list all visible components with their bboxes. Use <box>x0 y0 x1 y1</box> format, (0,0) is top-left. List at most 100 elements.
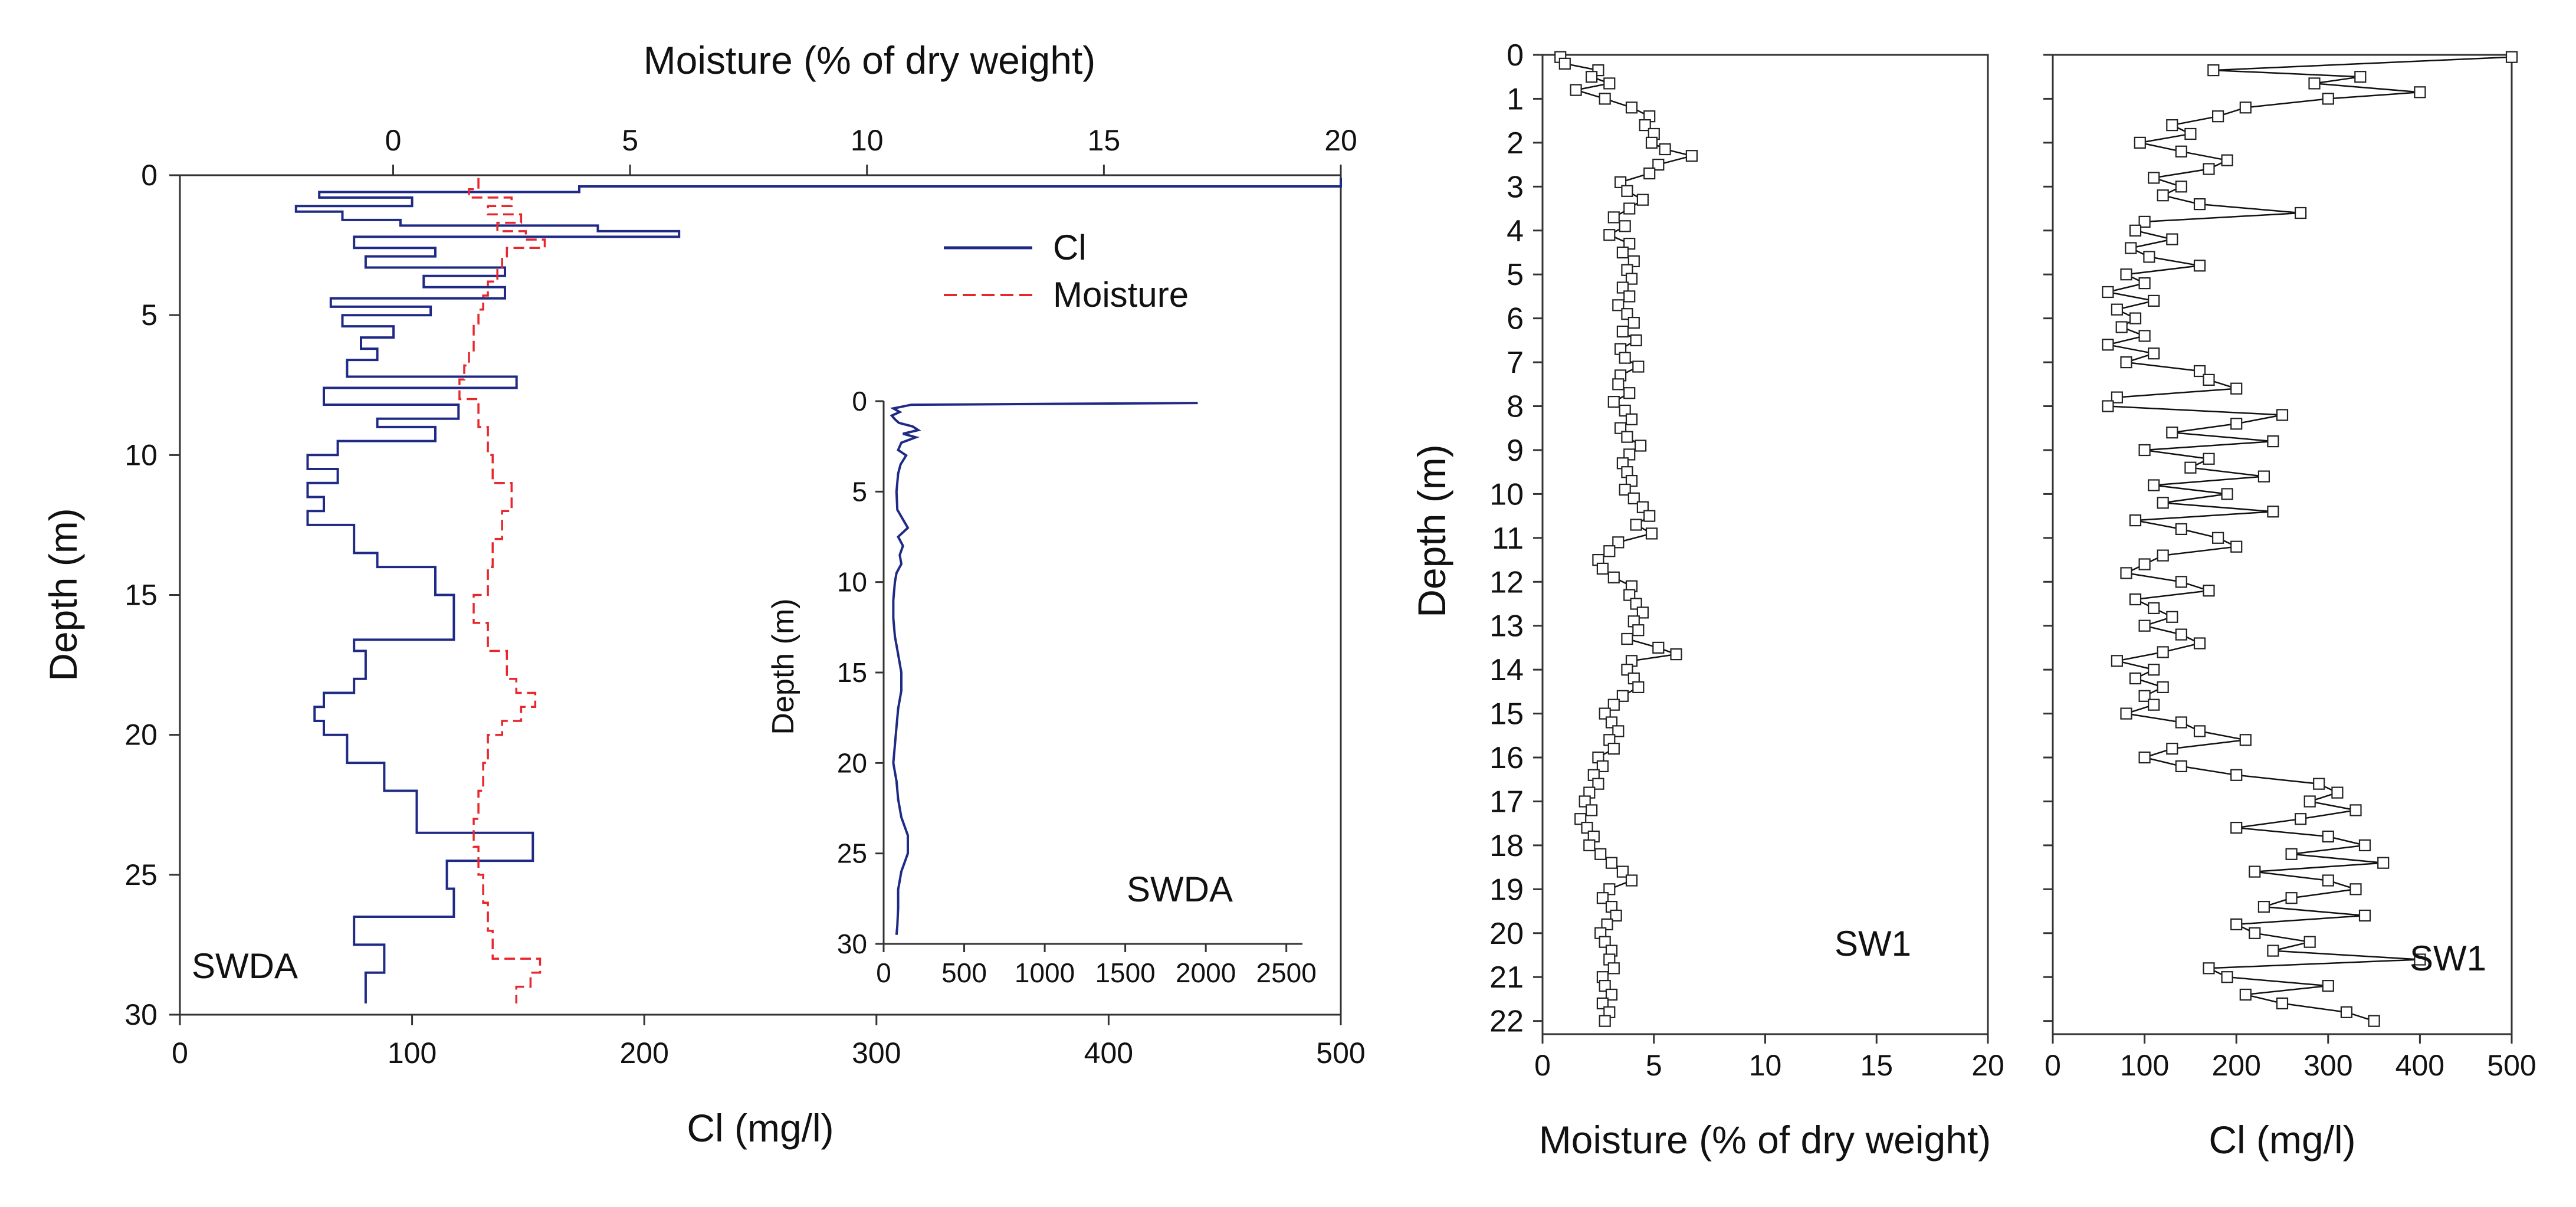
data-point <box>2285 848 2298 860</box>
data-point <box>2331 786 2344 799</box>
data-point <box>2143 251 2155 263</box>
data-point <box>1596 892 1609 904</box>
data-point <box>1621 185 1633 197</box>
data-point <box>2295 206 2307 219</box>
data-point <box>2175 181 2187 193</box>
x-tick-label: 300 <box>2303 1049 2352 1082</box>
inset-y-tick-label: 10 <box>837 567 867 598</box>
data-point <box>2230 821 2243 834</box>
data-point <box>2285 892 2298 904</box>
data-point <box>2230 540 2243 553</box>
y-tick-label: 22 <box>1489 1005 1524 1039</box>
y-tick-label: 5 <box>1507 258 1524 292</box>
data-point <box>1623 387 1636 399</box>
x-tick-label: 15 <box>1860 1049 1893 1082</box>
y-tick-label: 20 <box>124 719 157 752</box>
data-point <box>1619 483 1631 496</box>
data-point <box>2308 77 2321 90</box>
data-point <box>1623 448 1636 461</box>
data-point <box>2129 672 2142 685</box>
data-point <box>2322 979 2334 992</box>
data-point <box>2120 268 2132 281</box>
data-point <box>2120 707 2132 720</box>
data-point <box>2239 101 2252 114</box>
data-point <box>2184 461 2197 474</box>
data-point <box>1612 725 1625 737</box>
data-point <box>2267 944 2279 957</box>
x-tick-label: 500 <box>2487 1049 2536 1082</box>
data-point <box>1586 804 1598 816</box>
x-axis-title: Cl (mg/l) <box>2209 1118 2355 1162</box>
data-point <box>2138 215 2151 228</box>
x-tick-label: 0 <box>1534 1049 1551 1082</box>
x-bottom-tick-label: 400 <box>1084 1037 1133 1070</box>
inset-y-tick-label: 30 <box>837 929 867 959</box>
y-tick-label: 21 <box>1489 960 1524 995</box>
data-point <box>2175 145 2187 158</box>
series-group <box>294 178 1342 1003</box>
inset-y-tick-label: 15 <box>837 657 867 688</box>
data-point <box>1607 395 1620 408</box>
data-point <box>2322 93 2334 105</box>
data-point <box>1659 143 1671 156</box>
y-tick-label: 14 <box>1489 653 1524 687</box>
data-point <box>1607 571 1620 583</box>
data-point <box>1632 360 1645 373</box>
data-point <box>2377 857 2390 869</box>
x-tick-label: 5 <box>1646 1049 1662 1082</box>
inset-y-tick-label: 0 <box>852 386 867 416</box>
data-point <box>2102 400 2114 412</box>
data-point <box>1599 979 1611 992</box>
data-point <box>2115 321 2128 333</box>
data-point <box>1599 707 1611 720</box>
data-point <box>1632 624 1645 637</box>
data-point <box>2230 418 2243 430</box>
data-point <box>1605 988 1618 1001</box>
data-point <box>2138 619 2151 632</box>
inset-x-tick-label: 2000 <box>1176 957 1236 988</box>
data-point <box>1625 474 1638 487</box>
data-point <box>1621 632 1633 645</box>
data-point <box>1603 229 1616 241</box>
data-point <box>1627 255 1640 267</box>
data-point <box>2148 479 2160 491</box>
data-point <box>1594 848 1607 860</box>
data-point <box>1625 273 1638 285</box>
data-point <box>2414 86 2426 99</box>
data-point <box>2239 988 2252 1001</box>
data-point <box>2148 294 2160 307</box>
data-point <box>2193 637 2206 650</box>
data-point <box>2184 127 2197 140</box>
data-point <box>1614 422 1627 434</box>
data-point <box>2138 444 2151 457</box>
x-axis-ticks: 0 5 10 15 20 <box>1534 1034 2004 1082</box>
x-axis-ticks: 0 100 200 300 400 500 <box>2045 1034 2536 1082</box>
y-tick-label: 30 <box>124 998 157 1031</box>
data-point <box>1616 690 1629 702</box>
data-point <box>2221 971 2233 983</box>
data-point <box>1630 334 1642 347</box>
data-point <box>2267 435 2279 448</box>
data-point <box>2267 506 2279 518</box>
data-point <box>1627 316 1640 329</box>
data-point <box>2138 558 2151 570</box>
data-point <box>2129 312 2142 324</box>
data-point <box>1630 598 1642 610</box>
data-point <box>1645 136 1658 149</box>
data-point <box>2249 927 2261 939</box>
data-point <box>1603 77 1616 90</box>
data-point <box>2230 382 2243 395</box>
data-point <box>1616 281 1629 294</box>
site-label: SWDA <box>192 946 298 986</box>
data-point <box>1623 290 1636 303</box>
y-tick-label: 11 <box>1492 521 1524 556</box>
y-tick-label: 8 <box>1507 390 1524 424</box>
x-tick-label: 20 <box>1971 1049 2004 1082</box>
site-label: SW1 <box>1835 924 1911 963</box>
y-tick-label: 10 <box>124 438 157 471</box>
data-point <box>2221 154 2233 166</box>
data-point <box>1643 510 1656 522</box>
x-bottom-tick-label: 200 <box>619 1037 668 1070</box>
data-point <box>2203 452 2215 465</box>
